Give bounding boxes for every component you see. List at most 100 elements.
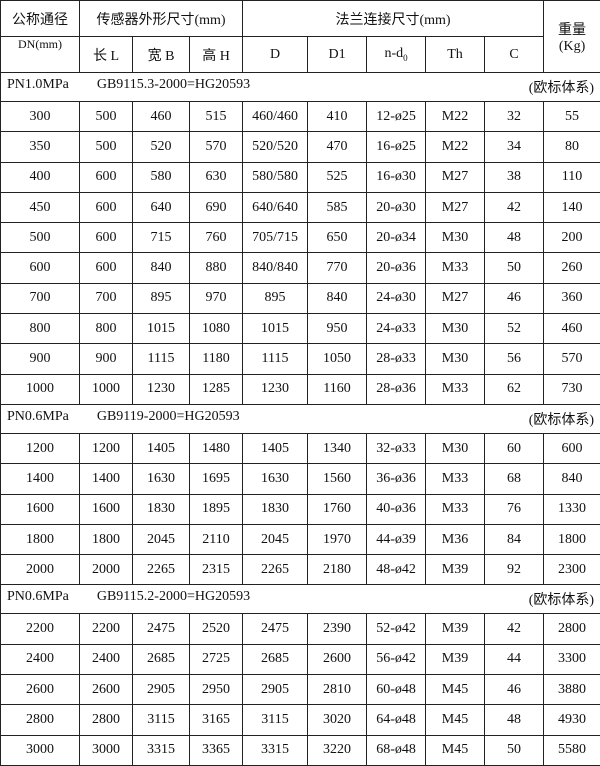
table-cell: 5580	[544, 735, 600, 765]
table-cell: 2475	[133, 614, 190, 644]
table-cell: 3115	[243, 705, 308, 735]
table-cell: 700	[80, 283, 133, 313]
table-cell: 1200	[1, 433, 80, 463]
table-cell: 38	[485, 162, 544, 192]
table-cell: 1695	[190, 464, 243, 494]
table-cell: 52-ø42	[367, 614, 426, 644]
table-cell: 62	[485, 374, 544, 404]
table-cell: 650	[308, 223, 367, 253]
table-cell: 110	[544, 162, 600, 192]
table-cell: 470	[308, 132, 367, 162]
section-system: (欧标体系)	[529, 589, 594, 609]
table-cell: 450	[1, 192, 80, 222]
table-cell: M33	[426, 374, 485, 404]
table-cell: 140	[544, 192, 600, 222]
table-cell: 1400	[1, 464, 80, 494]
table-cell: 1180	[190, 344, 243, 374]
table-cell: 1760	[308, 494, 367, 524]
table-cell: 1050	[308, 344, 367, 374]
table-cell: 76	[485, 494, 544, 524]
table-cell: M36	[426, 524, 485, 554]
section-pressure: PN0.6MPa	[7, 589, 69, 604]
section-system: (欧标体系)	[529, 409, 594, 429]
table-cell: 32-ø33	[367, 433, 426, 463]
table-cell: 1200	[80, 433, 133, 463]
table-cell: 1600	[1, 494, 80, 524]
table-cell: M45	[426, 675, 485, 705]
table-cell: 600	[80, 192, 133, 222]
table-cell: M33	[426, 253, 485, 283]
table-cell: 40-ø36	[367, 494, 426, 524]
table-cell: 3880	[544, 675, 600, 705]
table-cell: 715	[133, 223, 190, 253]
table-cell: 1830	[133, 494, 190, 524]
table-cell: 1340	[308, 433, 367, 463]
table-cell: 300	[1, 102, 80, 132]
table-cell: 800	[80, 314, 133, 344]
table-cell: 1015	[243, 314, 308, 344]
table-cell: 800	[1, 314, 80, 344]
section-standard: GB9115.3-2000=HG20593	[97, 77, 250, 92]
column-header: D1	[308, 37, 367, 73]
table-cell: M39	[426, 555, 485, 585]
table-cell: 50	[485, 735, 544, 765]
table-cell: 760	[190, 223, 243, 253]
table-cell: 600	[80, 223, 133, 253]
table-cell: 80	[544, 132, 600, 162]
table-cell: 1115	[243, 344, 308, 374]
table-cell: 460	[133, 102, 190, 132]
table-cell: 2950	[190, 675, 243, 705]
table-cell: 16-ø25	[367, 132, 426, 162]
table-cell: 2045	[133, 524, 190, 554]
table-cell: 2265	[133, 555, 190, 585]
table-cell: 3000	[1, 735, 80, 765]
table-cell: 3300	[544, 644, 600, 674]
table-cell: 2800	[544, 614, 600, 644]
table-cell: M33	[426, 464, 485, 494]
table-cell: M30	[426, 314, 485, 344]
table-cell: 570	[190, 132, 243, 162]
table-cell: 2000	[80, 555, 133, 585]
table-cell: 1160	[308, 374, 367, 404]
table-cell: 1405	[133, 433, 190, 463]
table-cell: 1600	[80, 494, 133, 524]
table-cell: 42	[485, 614, 544, 644]
table-cell: 2315	[190, 555, 243, 585]
table-cell: 2905	[133, 675, 190, 705]
table-cell: 895	[133, 283, 190, 313]
table-cell: 360	[544, 283, 600, 313]
table-cell: 880	[190, 253, 243, 283]
table-cell: M27	[426, 162, 485, 192]
table-cell: 1830	[243, 494, 308, 524]
table-cell: 44-ø39	[367, 524, 426, 554]
table-cell: M39	[426, 644, 485, 674]
table-cell: 500	[80, 132, 133, 162]
table-cell: 84	[485, 524, 544, 554]
table-cell: 630	[190, 162, 243, 192]
section-pressure: PN0.6MPa	[7, 409, 69, 424]
dn-unit: DN(mm)	[1, 37, 80, 73]
table-cell: 3020	[308, 705, 367, 735]
table-cell: 56-ø42	[367, 644, 426, 674]
table-cell: 2600	[1, 675, 80, 705]
nd-subscript: 0	[403, 53, 408, 63]
nd-label: n-d	[384, 46, 403, 61]
table-cell: 580/580	[243, 162, 308, 192]
table-cell: 1115	[133, 344, 190, 374]
table-cell: 2045	[243, 524, 308, 554]
table-cell: 515	[190, 102, 243, 132]
table-cell: 3115	[133, 705, 190, 735]
dn-header: 公称通径	[1, 1, 80, 37]
table-cell: 600	[544, 433, 600, 463]
table-cell: 32	[485, 102, 544, 132]
table-cell: 2200	[1, 614, 80, 644]
table-cell: 2520	[190, 614, 243, 644]
